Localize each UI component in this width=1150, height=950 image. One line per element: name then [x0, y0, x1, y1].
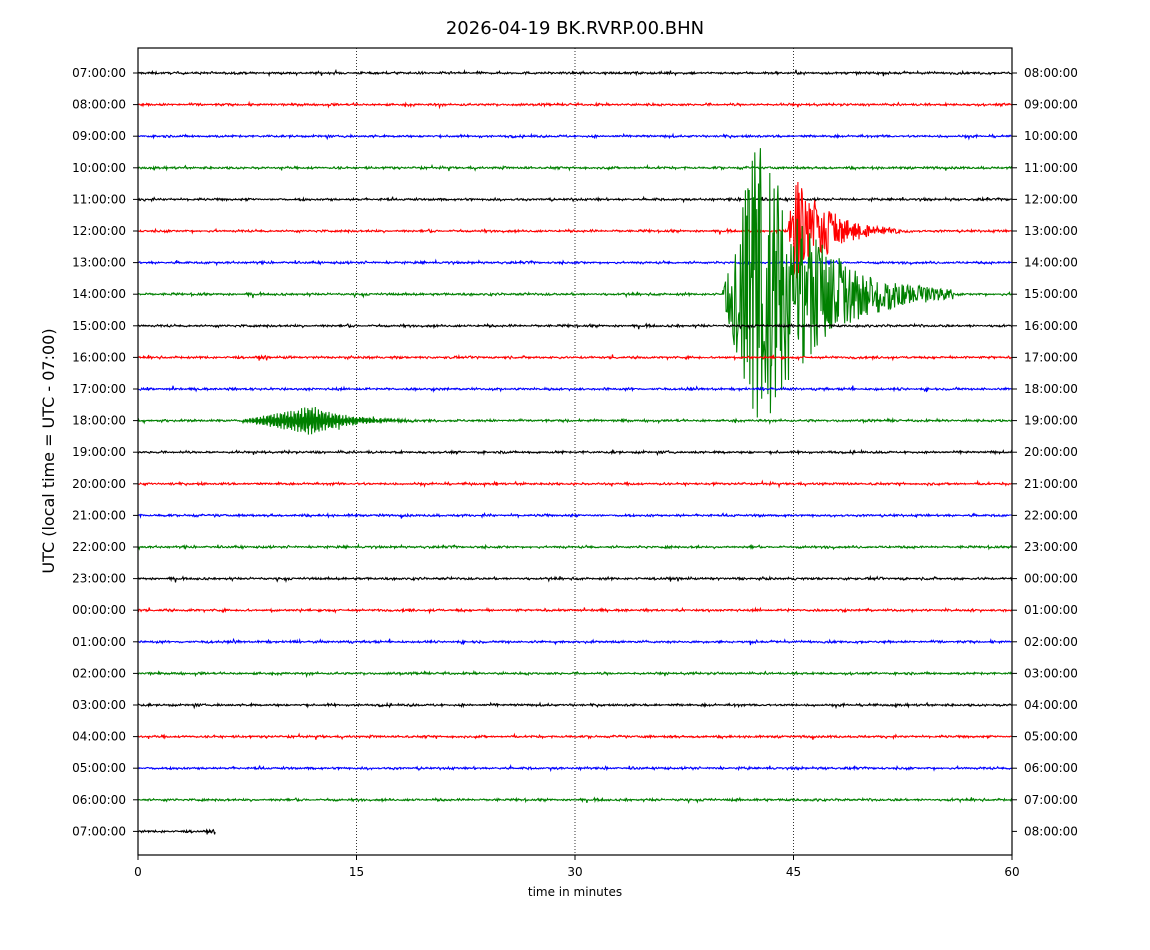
left-time-label: 10:00:00	[72, 161, 126, 175]
left-time-label: 02:00:00	[72, 666, 126, 680]
trace-row-19	[137, 669, 1012, 679]
right-time-labels: 08:00:00 09:00:00 10:00:00 11:00:00 12:00:00…	[1012, 66, 1078, 838]
trace-row-18	[137, 637, 1013, 646]
left-time-label: 05:00:00	[72, 761, 126, 775]
left-time-label: 03:00:00	[72, 698, 126, 712]
chart-title: 2026-04-19 BK.RVRP.00.BHN	[446, 18, 704, 39]
x-tick-label: 30	[567, 865, 582, 879]
right-time-label: 12:00:00	[1024, 192, 1078, 206]
trace-row-12	[137, 448, 1013, 457]
left-time-label: 18:00:00	[72, 414, 126, 428]
right-time-label: 17:00:00	[1024, 350, 1078, 364]
x-tick-label: 60	[1004, 865, 1019, 879]
right-time-label: 11:00:00	[1024, 161, 1078, 175]
right-time-label: 15:00:00	[1024, 287, 1078, 301]
left-time-label: 22:00:00	[72, 540, 126, 554]
trace-row-16	[137, 574, 1013, 584]
trace-row-24	[137, 828, 216, 835]
right-time-label: 09:00:00	[1024, 98, 1078, 112]
right-time-label: 16:00:00	[1024, 319, 1078, 333]
right-time-label: 07:00:00	[1024, 793, 1078, 807]
right-time-label: 03:00:00	[1024, 666, 1078, 680]
trace-row-23	[137, 796, 1013, 804]
left-time-label: 06:00:00	[72, 793, 126, 807]
right-time-label: 02:00:00	[1024, 635, 1078, 649]
left-time-label: 19:00:00	[72, 445, 126, 459]
right-time-label: 20:00:00	[1024, 445, 1078, 459]
right-time-label: 05:00:00	[1024, 730, 1078, 744]
right-time-label: 10:00:00	[1024, 129, 1078, 143]
x-tick-label: 0	[134, 865, 142, 879]
trace-row-4	[137, 195, 1013, 204]
x-axis-label: time in minutes	[528, 885, 622, 899]
right-time-label: 01:00:00	[1024, 603, 1078, 617]
left-time-label: 14:00:00	[72, 287, 126, 301]
x-tick-label: 15	[349, 865, 364, 879]
left-time-label: 23:00:00	[72, 572, 126, 586]
x-axis-ticks: 0 15 30 45 60	[134, 855, 1020, 879]
left-time-labels: 07:00:00 08:00:00 09:00:00 10:00:00 11:00:00…	[72, 66, 138, 838]
grid-lines	[356, 48, 794, 855]
right-time-label: 14:00:00	[1024, 256, 1078, 270]
trace-row-9	[137, 353, 1013, 362]
seismic-traces	[137, 68, 1013, 835]
trace-row-1	[137, 100, 1012, 110]
trace-row-13	[137, 479, 1013, 489]
right-time-label: 08:00:00	[1024, 824, 1078, 838]
right-time-label: 13:00:00	[1024, 224, 1078, 238]
right-time-label: 23:00:00	[1024, 540, 1078, 554]
trace-row-8	[137, 322, 1013, 331]
trace-row-17	[137, 606, 1013, 615]
right-time-label: 18:00:00	[1024, 382, 1078, 396]
left-time-label: 11:00:00	[72, 192, 126, 206]
left-time-label: 01:00:00	[72, 635, 126, 649]
right-time-label: 04:00:00	[1024, 698, 1078, 712]
right-time-label: 08:00:00	[1024, 66, 1078, 80]
trace-row-20	[137, 701, 1013, 710]
right-time-label: 22:00:00	[1024, 508, 1078, 522]
left-time-label: 04:00:00	[72, 730, 126, 744]
left-time-label: 16:00:00	[72, 350, 126, 364]
left-time-label: 20:00:00	[72, 477, 126, 491]
left-time-label: 12:00:00	[72, 224, 126, 238]
y-axis-label: UTC (local time = UTC - 07:00)	[39, 328, 58, 573]
left-time-label: 07:00:00	[72, 824, 126, 838]
trace-row-14	[137, 512, 1013, 519]
left-time-label: 13:00:00	[72, 256, 126, 270]
left-time-label: 21:00:00	[72, 508, 126, 522]
trace-row-5	[137, 181, 1013, 280]
trace-row-10	[137, 385, 1012, 393]
trace-row-0	[138, 68, 1013, 78]
x-tick-label: 45	[786, 865, 801, 879]
right-time-label: 00:00:00	[1024, 572, 1078, 586]
trace-row-15	[137, 543, 1013, 551]
trace-row-21	[137, 732, 1013, 741]
trace-row-2	[137, 132, 1013, 141]
left-time-label: 00:00:00	[72, 603, 126, 617]
left-time-label: 09:00:00	[72, 129, 126, 143]
trace-row-11	[137, 406, 1013, 435]
right-time-label: 21:00:00	[1024, 477, 1078, 491]
left-time-label: 15:00:00	[72, 319, 126, 333]
left-time-label: 17:00:00	[72, 382, 126, 396]
trace-row-3	[137, 163, 1013, 172]
left-time-label: 08:00:00	[72, 98, 126, 112]
left-time-label: 07:00:00	[72, 66, 126, 80]
right-time-label: 06:00:00	[1024, 761, 1078, 775]
trace-row-22	[137, 763, 1013, 773]
trace-row-6	[137, 258, 1013, 267]
right-time-label: 19:00:00	[1024, 414, 1078, 428]
trace-row-7	[137, 148, 1013, 418]
